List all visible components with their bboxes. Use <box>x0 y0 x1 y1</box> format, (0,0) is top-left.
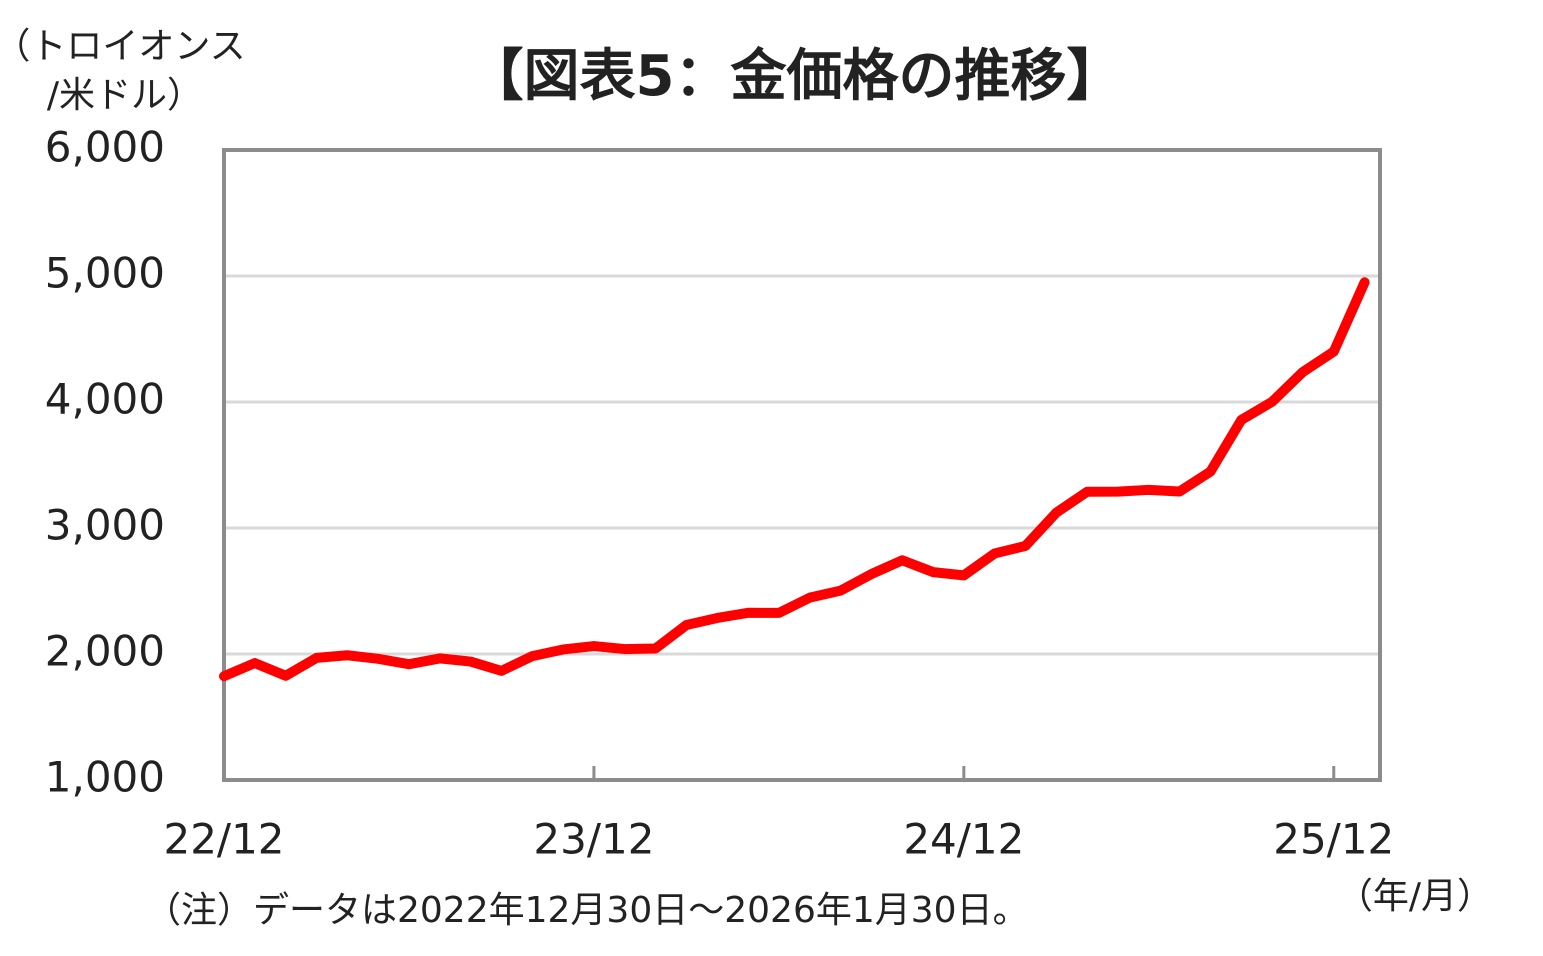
y-tick-label: 3,000 <box>45 501 165 550</box>
note: （注）データは2022年12月30日～2026年1月30日。 <box>145 890 1029 931</box>
x-tick-label: 24/12 <box>903 815 1024 864</box>
y-tick-label: 6,000 <box>45 123 165 172</box>
chart-title: 【図表5：金価格の推移】 <box>468 44 1123 109</box>
plot-border <box>222 148 1382 782</box>
y-tick-label: 2,000 <box>45 627 165 676</box>
x-axis-label: （年/月） <box>1337 876 1493 917</box>
y-tick-label: 1,000 <box>45 753 165 802</box>
y-tick-label: 5,000 <box>45 249 165 298</box>
x-tick-label: 23/12 <box>533 815 654 864</box>
x-tick-label: 25/12 <box>1273 815 1394 864</box>
y-axis-label: /米ドル） <box>47 75 203 116</box>
y-tick-label: 4,000 <box>45 375 165 424</box>
x-tick-label: 22/12 <box>163 815 284 864</box>
data-line <box>219 277 1370 682</box>
y-axis-label: （トロイオンス <box>0 26 246 67</box>
